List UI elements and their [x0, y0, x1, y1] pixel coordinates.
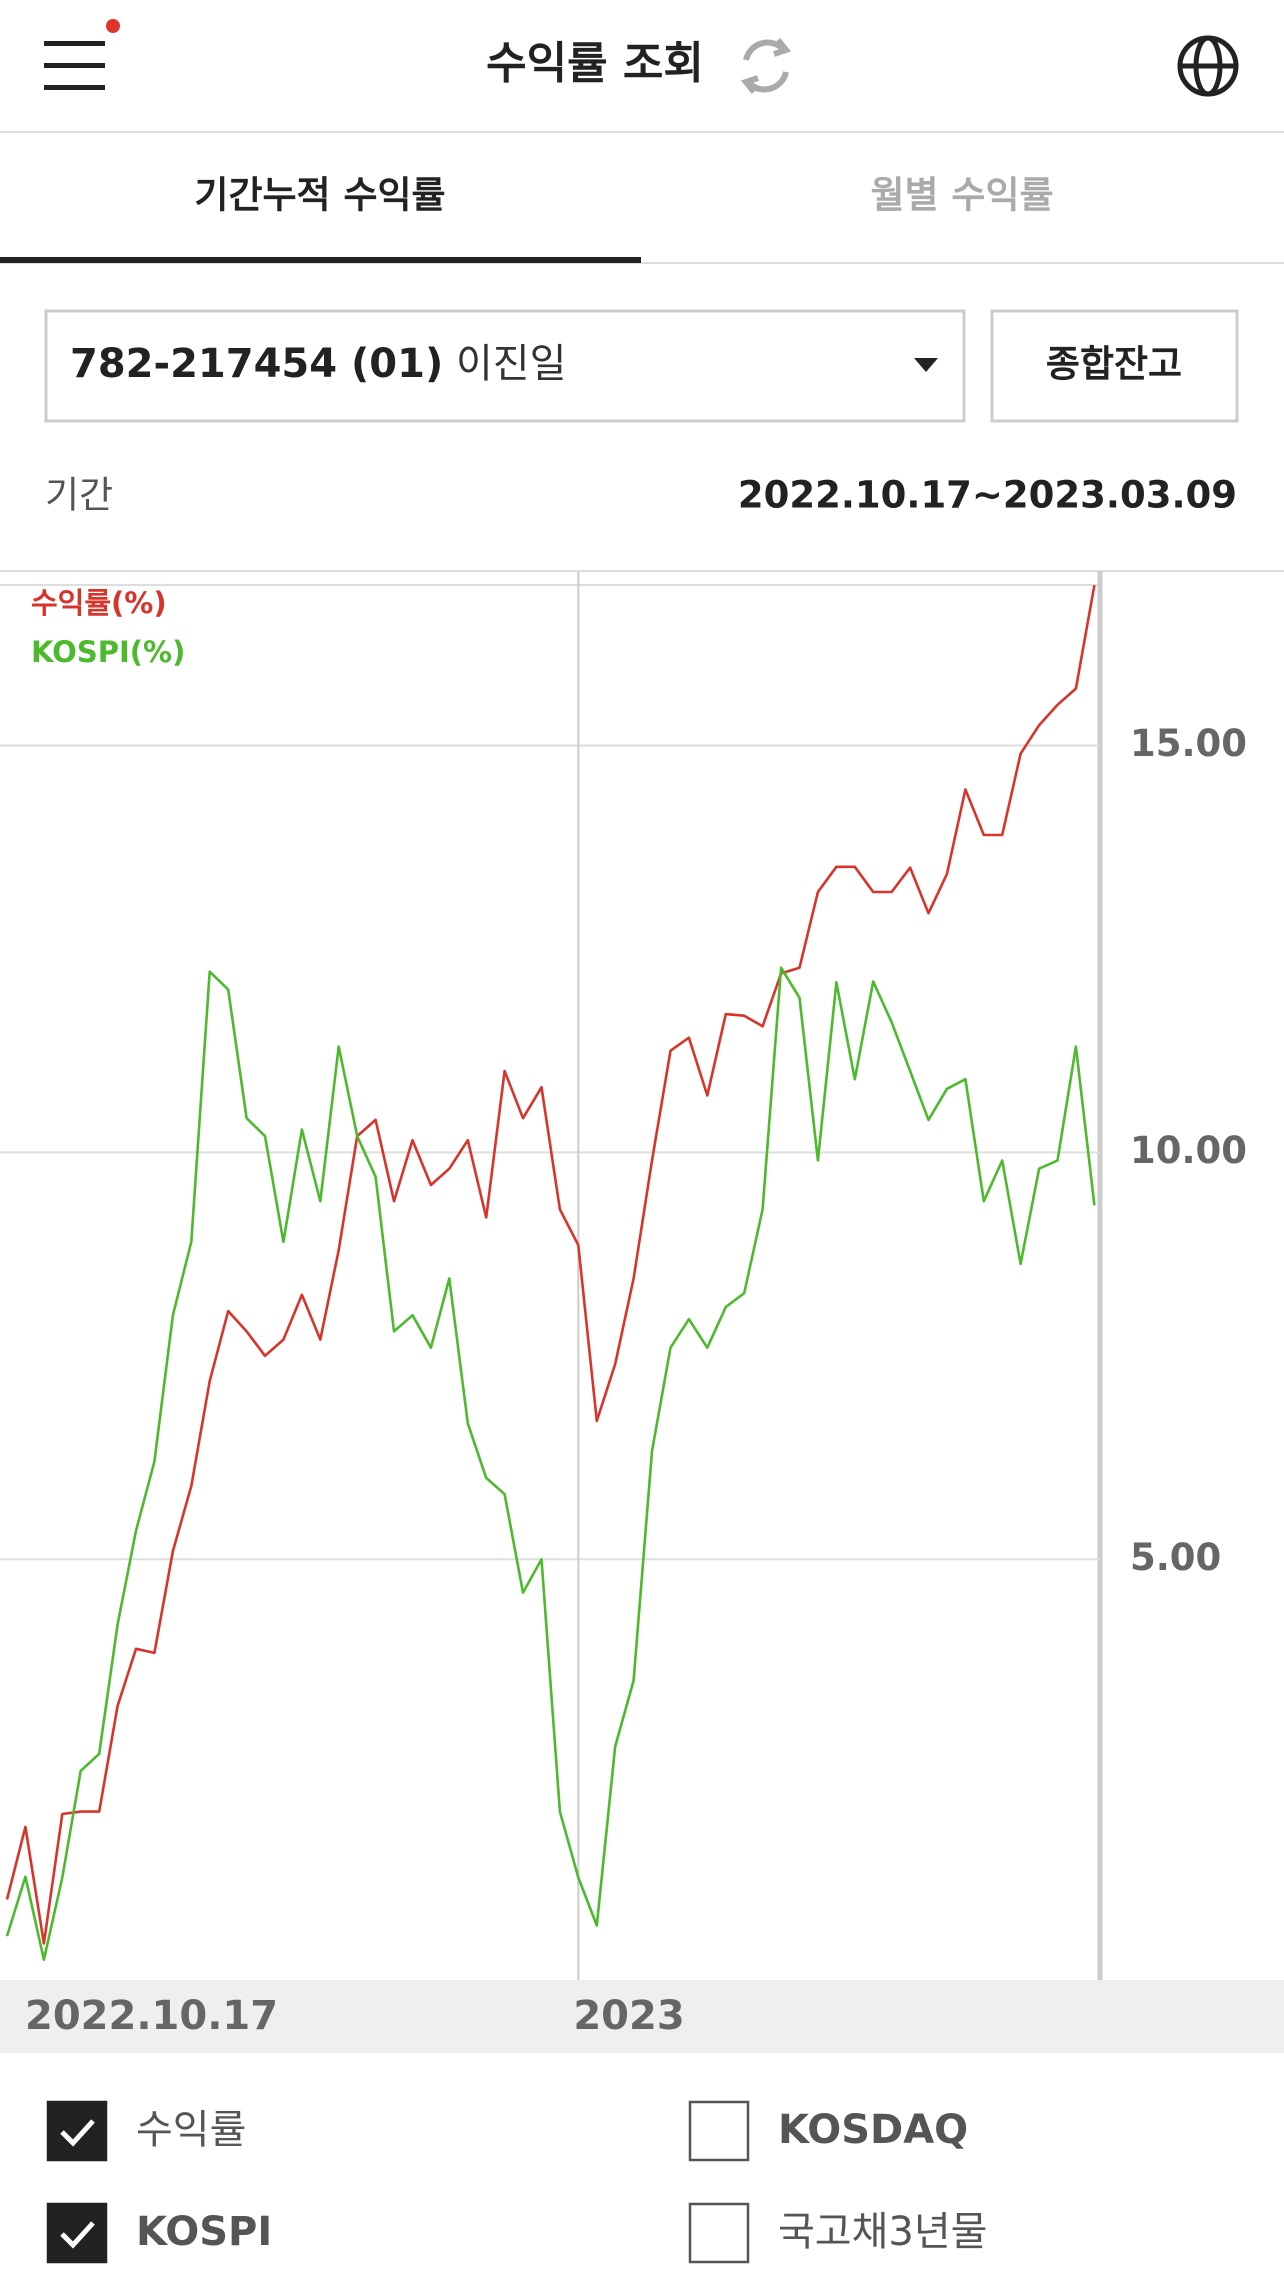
- checkbox-label: 수익률: [136, 2107, 246, 2153]
- y-tick-label: 15.00: [1130, 722, 1247, 765]
- x-axis-band: [0, 1980, 1284, 2053]
- tab-active[interactable]: 기간누적 수익률: [194, 174, 445, 217]
- dropdown-arrow: [914, 358, 938, 372]
- legend-label: KOSPI(%): [31, 635, 185, 669]
- period-label: 기간: [45, 474, 113, 517]
- checkbox: [46, 2202, 108, 2264]
- y-tick-label: 5.00: [1130, 1536, 1221, 1579]
- menu-bar: [44, 85, 105, 90]
- x-tick-label: 2022.10.17: [25, 1993, 278, 2039]
- menu-button[interactable]: [44, 19, 120, 90]
- check-mark: [60, 2119, 95, 2147]
- series-options: 수익률 KOSDAQ KOSPI 국고채3년물: [46, 2100, 987, 2264]
- refresh-button[interactable]: [740, 38, 792, 94]
- checkbox-label: KOSDAQ: [778, 2107, 968, 2153]
- tab-indicator: [0, 257, 641, 263]
- language-button[interactable]: [1177, 35, 1239, 97]
- menu-bar: [44, 63, 105, 68]
- checkbox: [688, 2202, 750, 2264]
- menu-bar: [44, 41, 105, 46]
- checkbox: [688, 2100, 750, 2162]
- series-checkbox[interactable]: KOSDAQ: [688, 2100, 968, 2162]
- checkbox-label: 국고채3년물: [778, 2209, 987, 2255]
- balance-button[interactable]: 종합잔고: [990, 309, 1239, 423]
- series-checkbox[interactable]: 국고채3년물: [688, 2202, 987, 2264]
- tab[interactable]: 월별 수익률: [870, 174, 1053, 217]
- account-number: 782-217454 (01): [70, 341, 443, 387]
- series-line: [5, 584, 1096, 1945]
- chart: 5.00 10.00 15.00 2022.10.17 2023 수익률(%) KOSPI(…: [0, 571, 1247, 2039]
- account-select[interactable]: 782-217454 (01) 이진일: [44, 309, 966, 423]
- refresh-arrow: [773, 38, 792, 57]
- refresh-arrow: [740, 75, 759, 94]
- checkbox: [46, 2100, 108, 2162]
- series-line: [5, 966, 1096, 1961]
- account-name: 이진일: [456, 341, 566, 387]
- checkbox-label: KOSPI: [136, 2209, 272, 2255]
- x-tick-label: 2023: [573, 1993, 684, 2039]
- select-box: [44, 309, 966, 423]
- notification-dot: [106, 19, 120, 33]
- button-box: [990, 309, 1239, 423]
- series-checkbox[interactable]: KOSPI: [46, 2202, 272, 2264]
- button-label: 종합잔고: [1046, 343, 1182, 386]
- y-tick-label: 10.00: [1130, 1129, 1247, 1172]
- page-title: 수익률 조회: [486, 38, 704, 89]
- series-checkbox[interactable]: 수익률: [46, 2100, 246, 2162]
- check-mark: [60, 2221, 95, 2249]
- period-range: 2022.10.17~2023.03.09: [738, 474, 1237, 517]
- legend-label: 수익률(%): [31, 586, 167, 620]
